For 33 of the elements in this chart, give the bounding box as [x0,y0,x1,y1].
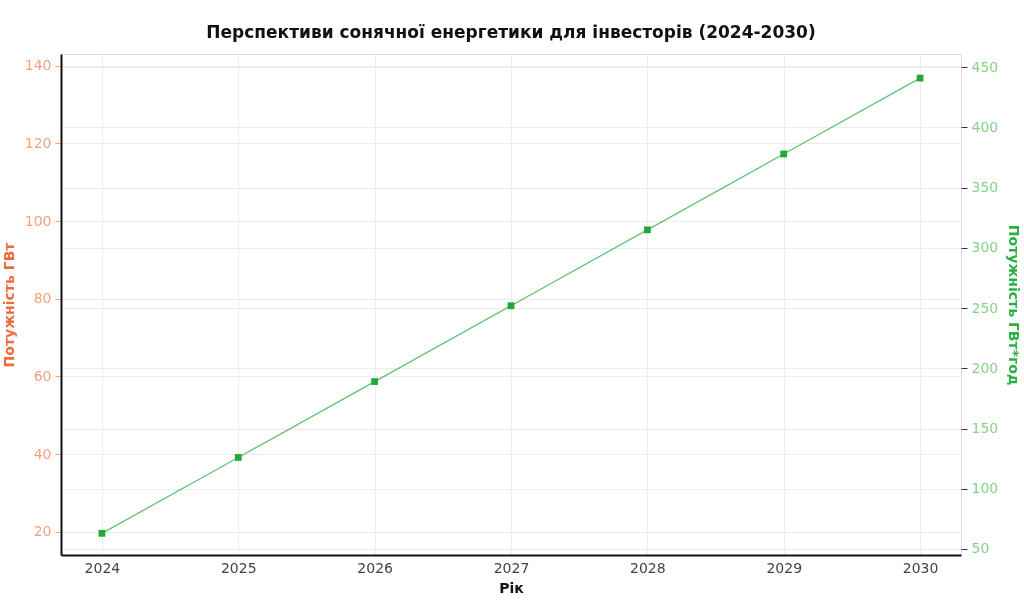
point [780,150,788,158]
y-tick-label: 120 [24,134,52,151]
y2-tick-label: 350 [971,179,999,196]
x-tick-label: 2027 [493,559,530,576]
y-tick-label: 80 [33,290,52,307]
x-tick-label: 2030 [902,559,939,576]
y-tick-label: 20 [33,523,52,540]
y-tick-label: 140 [24,57,52,74]
point [507,302,515,310]
y2-tick-label: 50 [971,540,990,557]
y2-tick-label: 400 [971,118,999,135]
x-tick-label: 2026 [357,559,394,576]
y2-axis-title: Потужність ГВт*год [1006,224,1023,386]
y2-tick-label: 300 [971,239,999,256]
y2-tick-label: 100 [971,480,999,497]
y-tick-label: 60 [33,367,52,384]
y-tick-label: 100 [24,212,52,229]
y-axis-title: Потужність ГВт [0,241,17,368]
y2-tick-label: 450 [971,58,999,75]
y2-tick-label: 250 [971,299,999,316]
y-tick-label: 40 [33,445,52,462]
x-axis-title: Рік [499,579,525,596]
x-tick-label: 2029 [766,559,803,576]
point [371,378,379,385]
x-tick-label: 2025 [220,559,257,576]
x-tick-label: 2028 [630,559,666,576]
point [98,529,106,537]
point [234,454,242,461]
point [643,226,651,234]
chart-title: Перспективи сонячної енергетики для інвесторів (2024-2030) [206,22,816,42]
x-tick-label: 2024 [84,559,121,576]
y2-tick-label: 200 [971,359,999,376]
y2-tick-label: 150 [971,420,999,437]
